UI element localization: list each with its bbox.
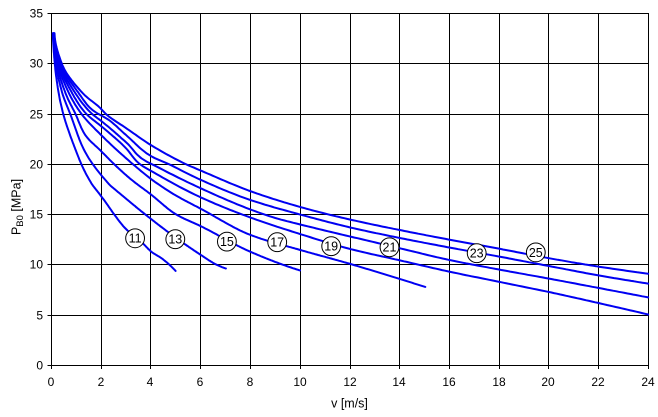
svg-text:22: 22 [591,375,605,389]
svg-text:18: 18 [492,375,506,389]
svg-text:0: 0 [48,375,55,389]
svg-text:20: 20 [541,375,555,389]
svg-text:4: 4 [147,375,154,389]
svg-text:13: 13 [168,233,182,247]
svg-text:25: 25 [529,246,543,260]
svg-text:30: 30 [30,57,44,71]
svg-text:23: 23 [470,247,484,261]
svg-text:20: 20 [30,158,44,172]
svg-text:17: 17 [270,236,284,250]
svg-text:2: 2 [98,375,105,389]
svg-text:25: 25 [30,108,44,122]
svg-text:6: 6 [197,375,204,389]
svg-text:5: 5 [36,309,43,323]
svg-text:24: 24 [641,375,655,389]
svg-text:15: 15 [30,208,44,222]
svg-text:11: 11 [129,232,142,246]
svg-text:19: 19 [324,240,338,254]
svg-text:35: 35 [30,7,44,21]
svg-text:16: 16 [442,375,456,389]
svg-text:8: 8 [247,375,254,389]
svg-text:21: 21 [383,241,397,255]
svg-text:10: 10 [30,258,44,272]
svg-text:v [m/s]: v [m/s] [331,397,368,411]
svg-text:15: 15 [220,235,234,249]
svg-text:0: 0 [36,359,43,373]
svg-text:12: 12 [343,375,357,389]
svg-text:14: 14 [392,375,406,389]
svg-text:10: 10 [293,375,307,389]
